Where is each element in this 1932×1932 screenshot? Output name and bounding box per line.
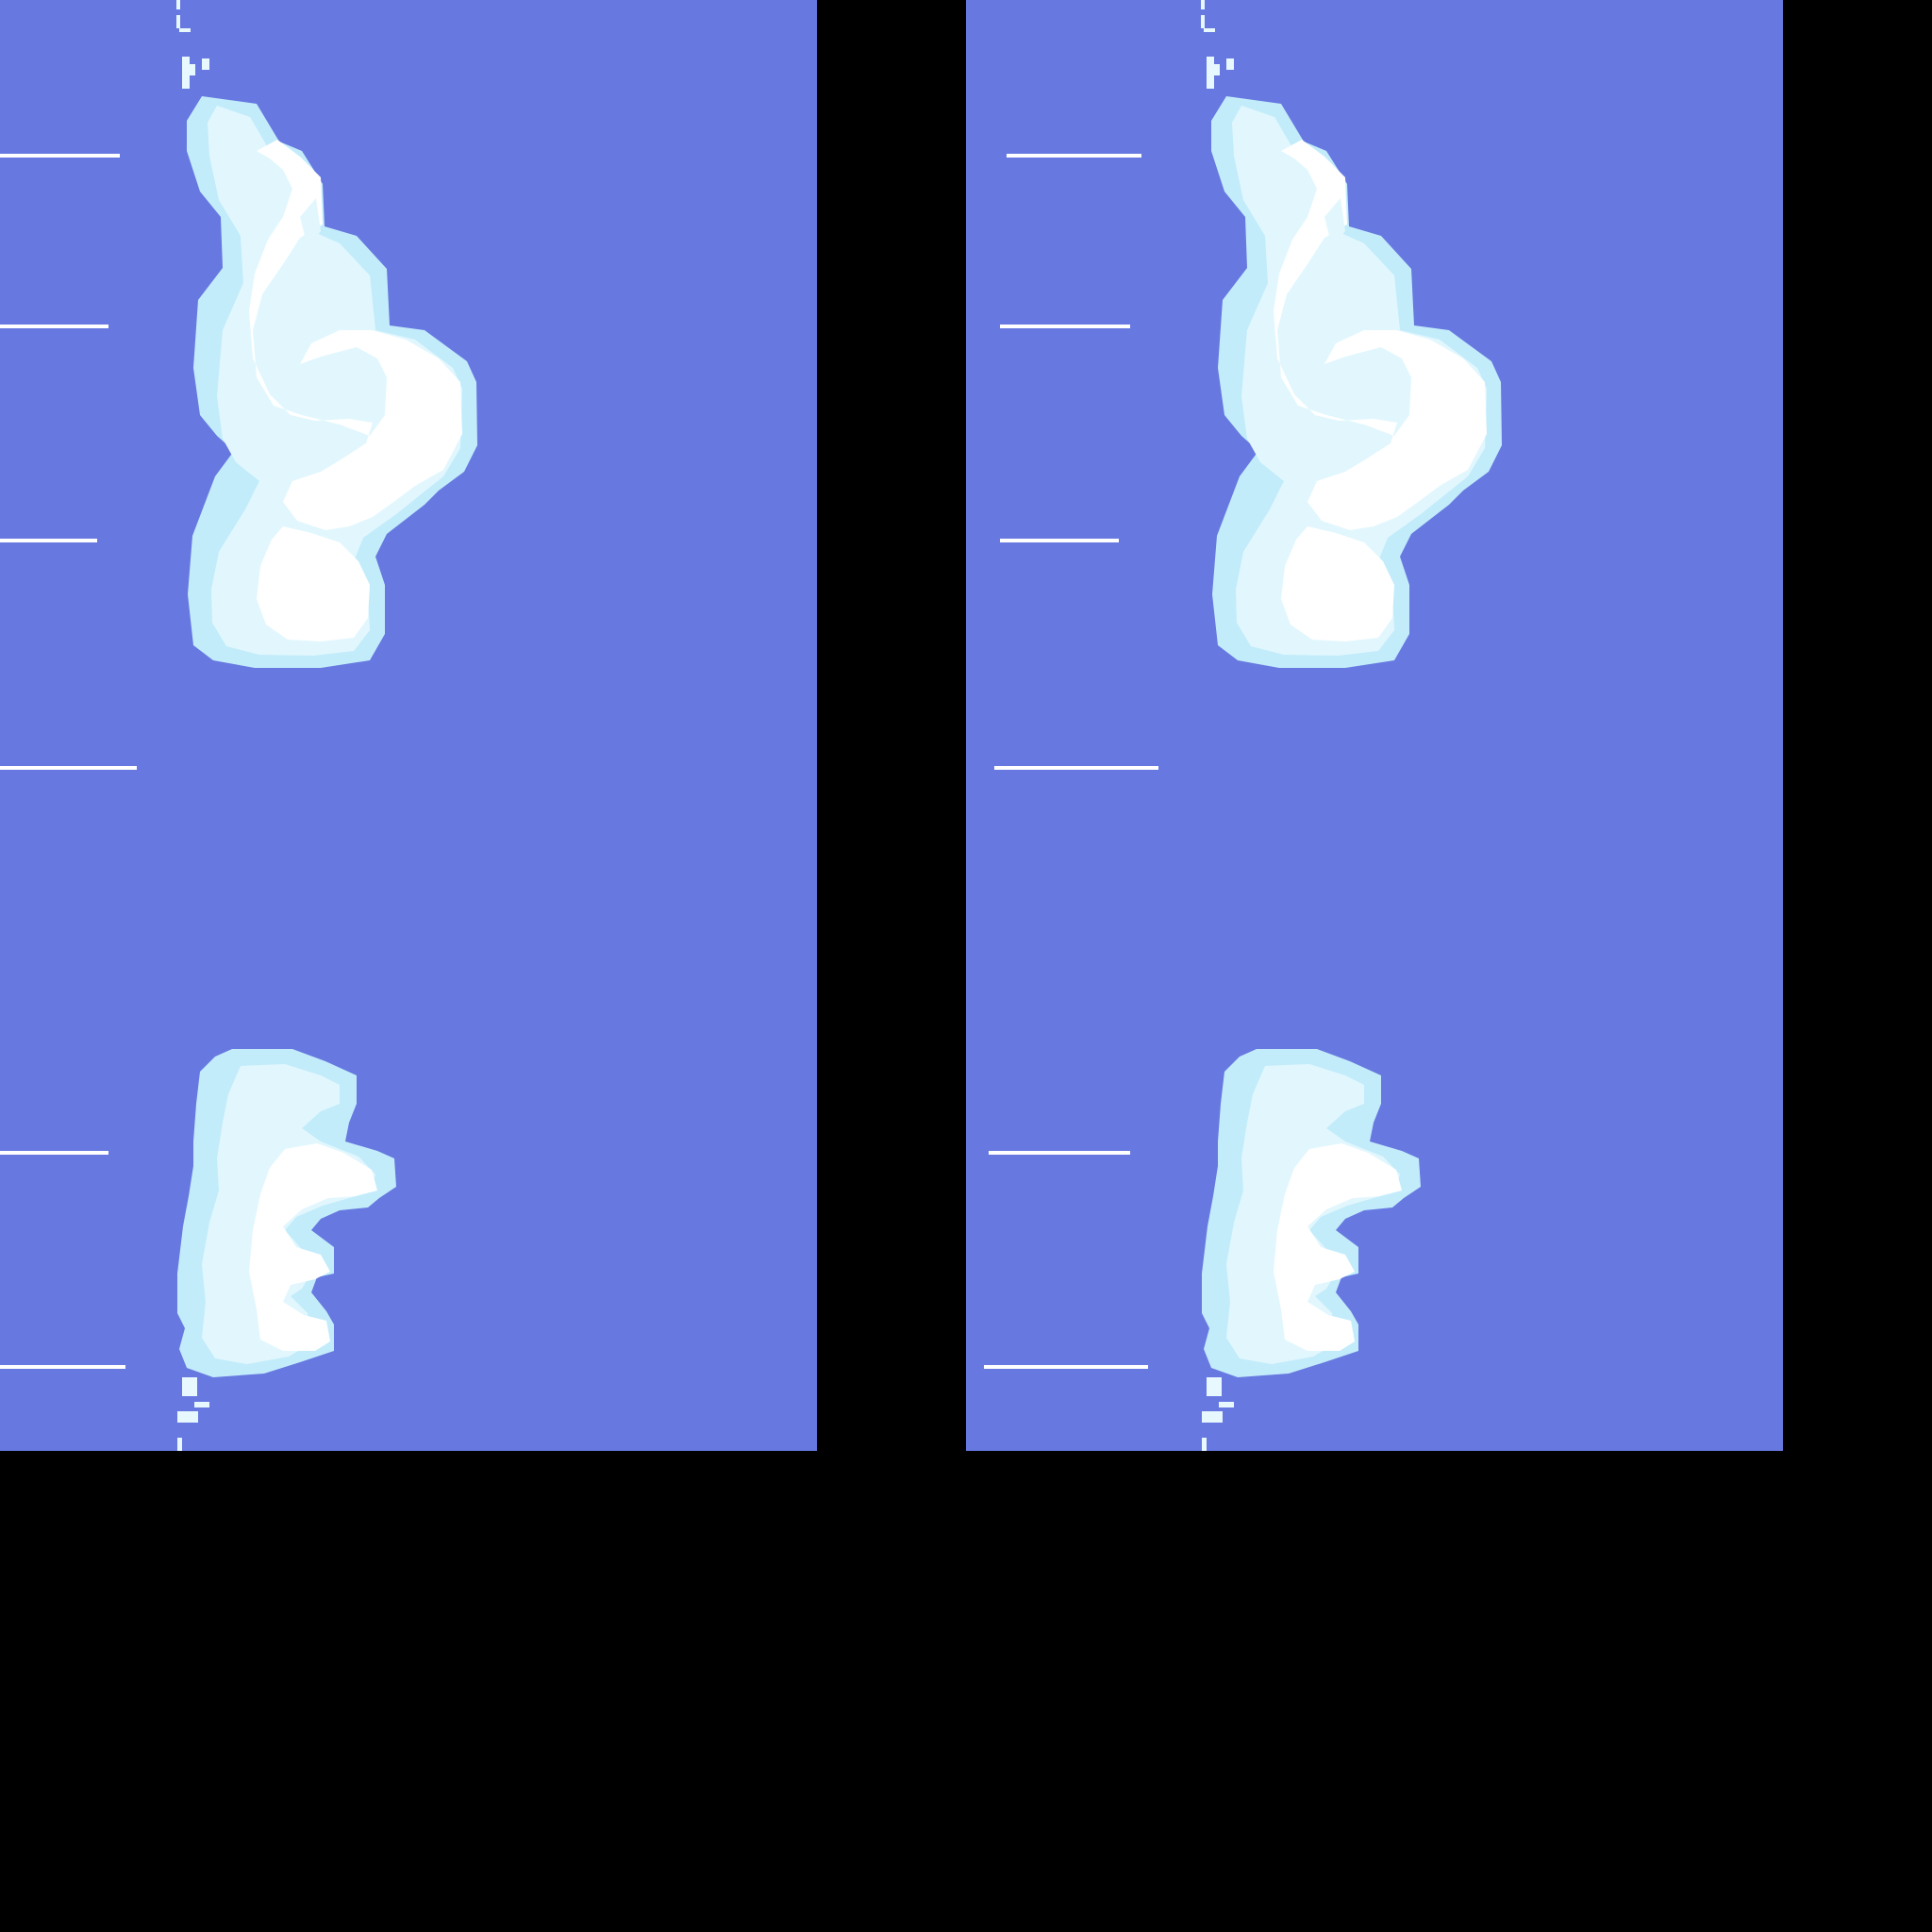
vapor-spark xyxy=(202,58,209,70)
vapor-trail xyxy=(176,0,209,1451)
vapor-spark xyxy=(1226,58,1234,70)
speed-line xyxy=(994,766,1158,770)
vapor-spark xyxy=(176,15,180,28)
speed-line xyxy=(0,766,137,770)
small-cloud xyxy=(177,1049,396,1377)
vapor-spark xyxy=(1207,1377,1222,1396)
frame-1-panel xyxy=(0,0,817,1451)
vapor-spark xyxy=(1219,1402,1234,1407)
vapor-spark xyxy=(176,0,180,9)
vapor-spark xyxy=(182,57,190,89)
speed-line xyxy=(0,154,120,158)
vapor-spark xyxy=(1207,57,1214,89)
small-cloud xyxy=(1202,1049,1421,1377)
vapor-spark xyxy=(194,1402,209,1407)
vapor-spark xyxy=(1201,15,1205,28)
speed-line xyxy=(1000,539,1119,542)
large-cloud xyxy=(1211,96,1502,668)
vapor-spark xyxy=(1201,0,1205,9)
vapor-spark xyxy=(1202,1438,1207,1451)
speed-line xyxy=(0,539,97,542)
large-cloud xyxy=(187,96,477,668)
frame-2-panel xyxy=(966,0,1783,1451)
frame-2-scene xyxy=(984,0,1502,1451)
speed-line xyxy=(0,325,108,328)
vapor-spark xyxy=(182,1377,197,1396)
speed-line xyxy=(984,1365,1148,1369)
speed-lines xyxy=(984,154,1158,1369)
vapor-trail xyxy=(1201,0,1234,1451)
speed-line xyxy=(1007,154,1141,158)
vapor-spark xyxy=(1214,64,1220,75)
vapor-spark xyxy=(1202,1411,1223,1423)
speed-line xyxy=(989,1151,1130,1155)
speed-lines xyxy=(0,154,137,1369)
frame-1-scene xyxy=(0,0,477,1451)
speed-line xyxy=(1000,325,1130,328)
vapor-spark xyxy=(179,28,191,32)
vapor-spark xyxy=(190,64,195,75)
vapor-spark xyxy=(177,1411,198,1423)
vapor-spark xyxy=(177,1438,182,1451)
speed-line xyxy=(0,1151,108,1155)
vapor-spark xyxy=(1204,28,1215,32)
speed-line xyxy=(0,1365,125,1369)
